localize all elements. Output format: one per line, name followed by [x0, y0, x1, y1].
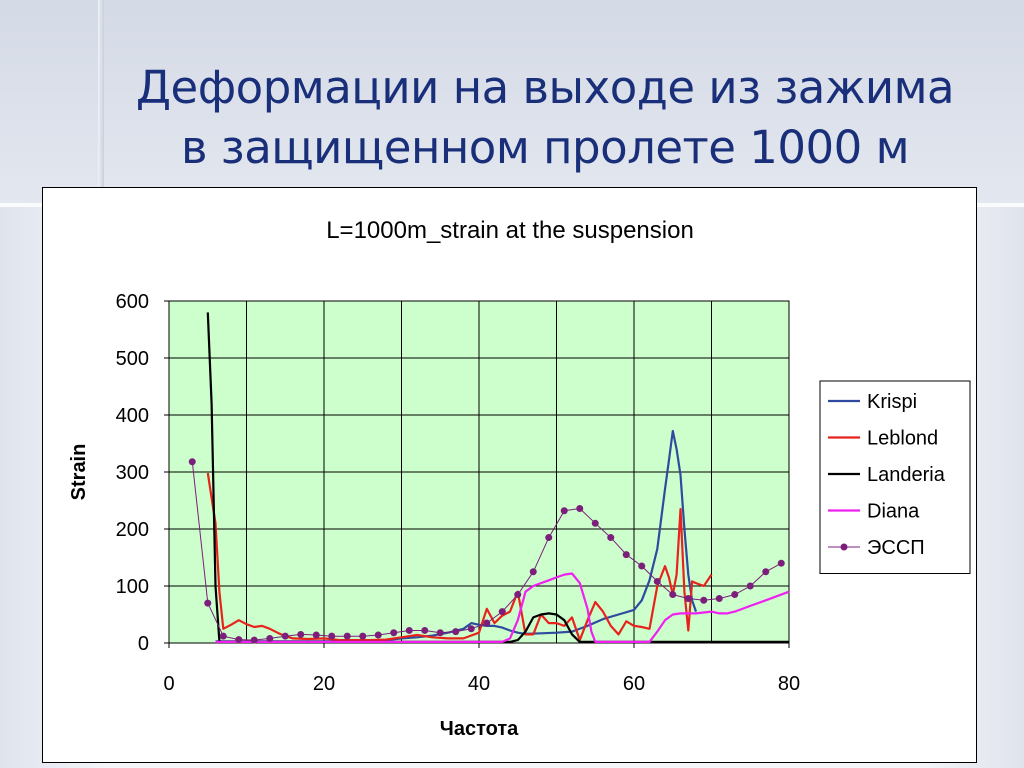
legend-item: Krispi [828, 391, 917, 413]
slide-title-line-1: Деформации на выходе из зажима [135, 61, 955, 114]
legend: Krispi Leblond Landeria Diana ЭССП [819, 380, 971, 574]
series-point [715, 595, 723, 603]
x-tick-label: 20 [313, 673, 335, 695]
legend-item: Diana [828, 501, 920, 523]
series-point [421, 626, 429, 634]
series-point [529, 568, 537, 576]
series-point [560, 507, 568, 515]
series-point [436, 629, 444, 637]
x-tick-label: 40 [468, 673, 490, 695]
series-point [374, 631, 382, 639]
y-tick-label: 100 [116, 576, 149, 598]
series-point [188, 458, 196, 466]
series-point [204, 599, 212, 607]
x-axis-label: Частота [440, 718, 519, 740]
series-point [452, 628, 460, 636]
axis-ticks: 0 100 200 300 400 500 600 0 20 40 60 80 [116, 291, 801, 695]
y-tick-label: 600 [116, 291, 149, 313]
x-tick-label: 60 [623, 673, 645, 695]
series-point [498, 608, 506, 616]
legend-label: Landeria [867, 464, 946, 486]
slide-title: Деформации на выходе из зажима в защищен… [60, 58, 1024, 178]
series-point [483, 619, 491, 627]
legend-label: Diana [867, 501, 920, 523]
x-tick-label: 80 [778, 673, 800, 695]
legend-item: ЭССП [828, 537, 925, 559]
series-point [622, 551, 630, 559]
strain-chart: L=1000m_strain at the suspension 0100200… [68, 217, 971, 740]
series-point [591, 519, 599, 527]
y-tick-label: 0 [138, 633, 149, 655]
legend-label: ЭССП [867, 537, 925, 559]
legend-label: Krispi [867, 391, 917, 413]
series-point [700, 596, 708, 604]
y-tick-label: 500 [116, 348, 149, 370]
y-tick-label: 200 [116, 519, 149, 541]
series-line [215, 572, 790, 643]
slide-header-background [0, 0, 1024, 205]
series-point [638, 562, 646, 570]
series-point [669, 591, 677, 599]
series-point [405, 626, 413, 634]
series-point [576, 504, 584, 512]
series-point [514, 591, 522, 599]
y-axis-label: Strain [68, 444, 90, 501]
series-point [762, 568, 770, 576]
y-tick-label: 300 [116, 462, 149, 484]
x-tick-label: 0 [163, 673, 174, 695]
chart-title: L=1000m_strain at the suspension [326, 217, 694, 244]
y-tick-label: 400 [116, 405, 149, 427]
series-point [359, 632, 367, 640]
series-point [777, 559, 785, 567]
series-point [250, 636, 258, 644]
series-point [343, 632, 351, 640]
series-point [219, 632, 227, 640]
legend-marker [840, 543, 848, 551]
slide-title-line-2: в защищенном пролете 1000 м [180, 121, 910, 174]
series-point [545, 534, 553, 542]
chart-frame: L=1000m_strain at the suspension 0 100 200… [42, 187, 977, 763]
series-3 [215, 572, 790, 643]
series-point [297, 630, 305, 638]
slide-header-accent [98, 0, 104, 205]
series-point [235, 636, 243, 644]
series-point [684, 595, 692, 603]
series-lines [188, 312, 790, 644]
series-point [328, 632, 336, 640]
series-point [731, 591, 739, 599]
series-point [607, 534, 615, 542]
legend-item: Landeria [828, 464, 946, 486]
legend-label: Leblond [867, 428, 938, 450]
series-point [266, 634, 274, 642]
series-4 [188, 458, 785, 644]
legend-item: Leblond [828, 428, 938, 450]
series-point [746, 582, 754, 590]
series-point [653, 577, 661, 585]
series-point [312, 631, 320, 639]
series-point [467, 625, 475, 633]
legend-box [819, 380, 971, 574]
series-point [390, 629, 398, 637]
series-point [281, 632, 289, 640]
